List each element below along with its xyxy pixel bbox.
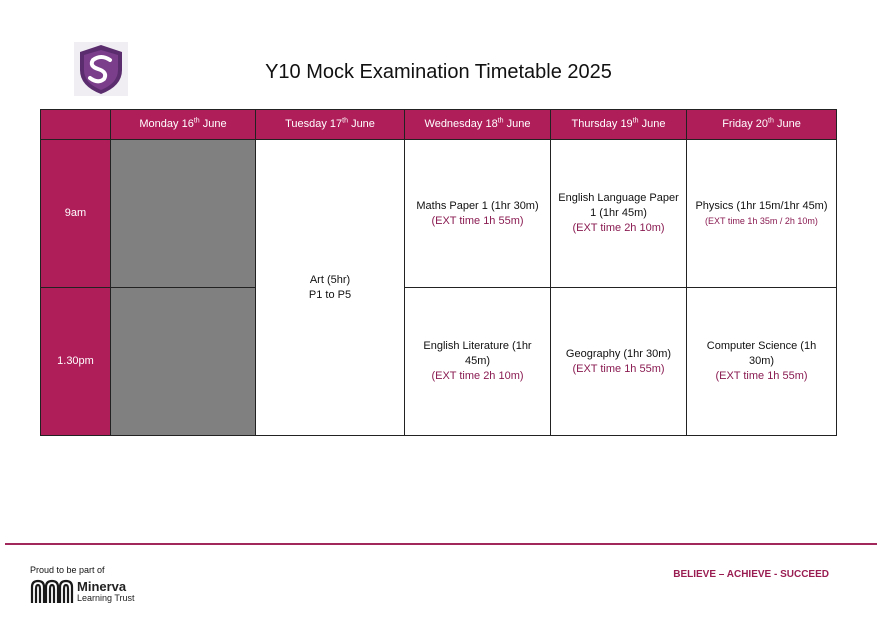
day-header-monday: Monday 16th June [110,109,256,140]
day-header-friday: Friday 20th June [686,109,837,140]
monday-am-blocked [110,139,256,288]
exam-english-language: English Language Paper 1 (1hr 45m) (EXT … [550,139,687,288]
exam-geography: Geography (1hr 30m) (EXT time 1h 55m) [550,287,687,436]
footer-divider [5,543,877,545]
day-header-thursday: Thursday 19th June [550,109,687,140]
school-crest-s-icon [74,42,128,96]
session-9am: 9am [40,139,111,288]
trust-subtitle: Learning Trust [77,593,135,603]
minerva-wordmark: Minerva Learning Trust [77,580,135,604]
day-header-tuesday: Tuesday 17th June [255,109,405,140]
page-title: Y10 Mock Examination Timetable 2025 [265,61,612,83]
session-130pm: 1.30pm [40,287,111,436]
exam-english-literature: English Literature (1hr 45m) (EXT time 2… [404,287,551,436]
proud-text: Proud to be part of [30,565,105,575]
corner-cell [40,109,111,140]
school-logo [74,42,128,96]
exam-physics: Physics (1hr 15m/1hr 45m) (EXT time 1h 3… [686,139,837,288]
exam-timetable: Monday 16th June Tuesday 17th June Wedne… [40,109,837,436]
school-motto: BELIEVE – ACHIEVE - SUCCEED [673,569,829,580]
exam-art: Art (5hr) P1 to P5 [255,139,405,436]
exam-maths-paper-1: Maths Paper 1 (1hr 30m) (EXT time 1h 55m… [404,139,551,288]
minerva-logo-icon [30,578,74,609]
trust-name: Minerva [77,579,127,594]
day-header-wednesday: Wednesday 18th June [404,109,551,140]
exam-computer-science: Computer Science (1h 30m) (EXT time 1h 5… [686,287,837,436]
monday-pm-blocked [110,287,256,436]
